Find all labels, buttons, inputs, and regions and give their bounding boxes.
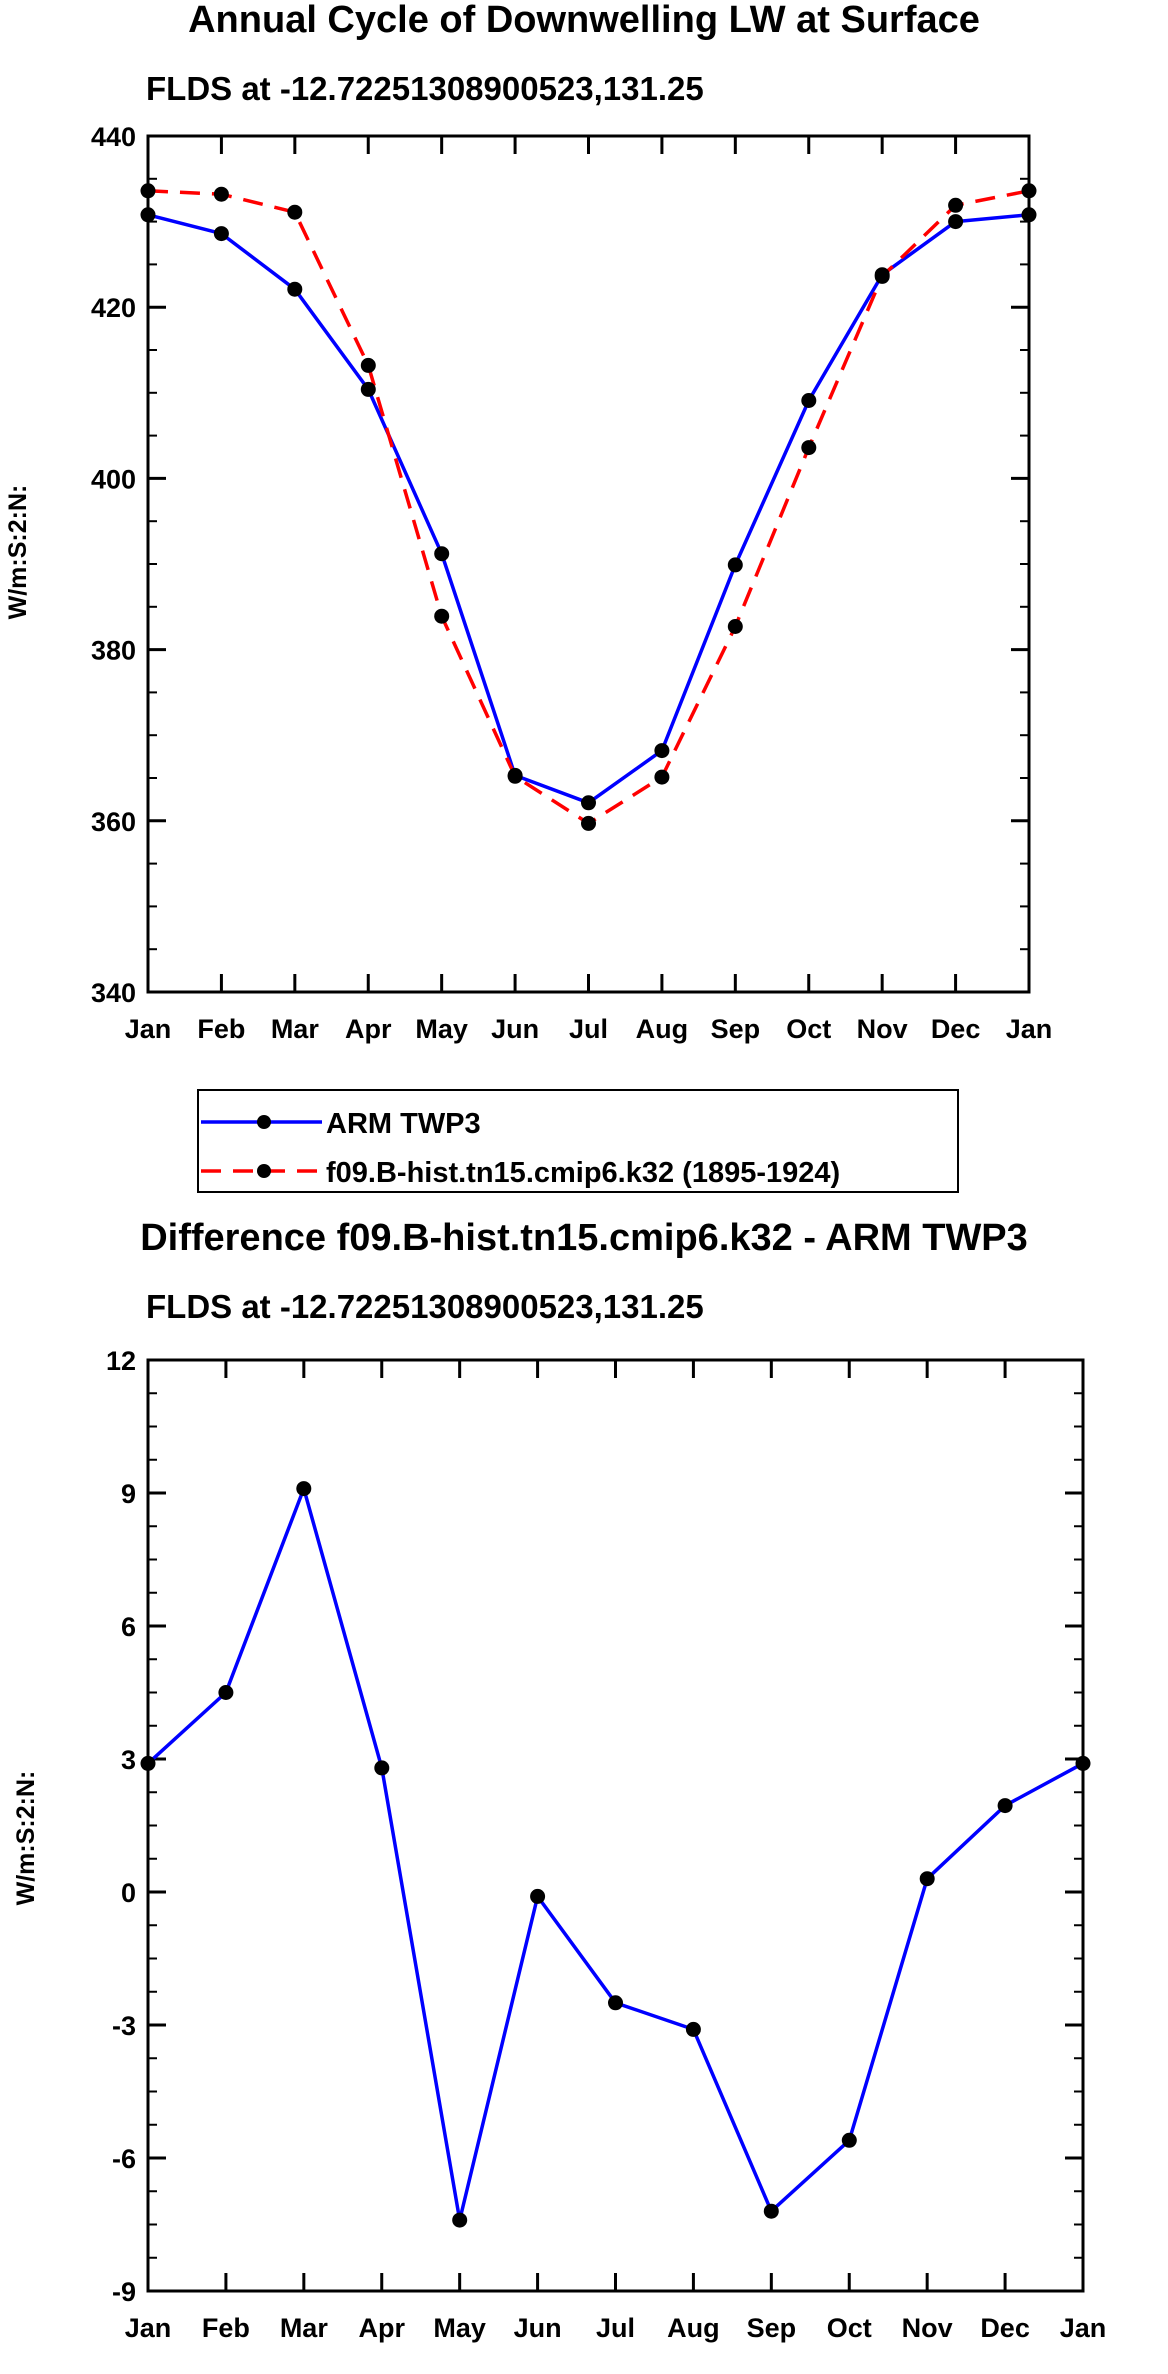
top-chart-y-tick-label: 340 xyxy=(91,978,136,1008)
bottom-chart-x-tick-label: Jan xyxy=(1060,2313,1107,2343)
bottom-chart-x-tick-label: Jun xyxy=(514,2313,562,2343)
top-chart-x-tick-label: Jul xyxy=(569,1014,608,1044)
top-chart-series-1-point xyxy=(213,186,229,202)
bottom-chart-series-0-point xyxy=(997,1798,1013,1814)
bottom-chart-series-0-point xyxy=(452,2212,468,2228)
bottom-chart-y-tick-label: 0 xyxy=(121,1878,136,1908)
top-chart-subtitle: FLDS at -12.72251308900523,131.25 xyxy=(146,70,704,107)
bottom-chart-y-axis-label: W/m:S:2:N: xyxy=(12,1771,40,1906)
bottom-chart-x-tick-label: Jan xyxy=(125,2313,172,2343)
bottom-chart-series-0-point xyxy=(374,1760,390,1776)
bottom-chart-x-tick-label: Feb xyxy=(202,2313,250,2343)
bottom-chart-y-tick-label: -3 xyxy=(112,2011,136,2041)
top-chart-y-tick-label: 420 xyxy=(91,293,136,323)
bottom-chart-y-tick-label: 12 xyxy=(106,1346,136,1376)
top-chart-series-0-point xyxy=(801,393,817,408)
legend-label-arm: ARM TWP3 xyxy=(326,1108,481,1140)
top-chart-series-1-point xyxy=(360,357,376,373)
top-chart-y-tick-label: 440 xyxy=(91,122,136,152)
top-chart-series-0-point xyxy=(727,557,743,573)
top-chart-plot-area: 340 360 380 400 420 440 Jan Feb Mar Apr May Jun Jul A… xyxy=(91,122,1052,1044)
bottom-chart-series-0-point xyxy=(140,1755,156,1771)
bottom-chart-plot-area: -9 -6 -3 0 3 6 9 12 Jan Feb Mar Apr May Jun Jul Aug Sep O… xyxy=(106,1346,1106,2343)
bottom-chart-frame xyxy=(146,1358,1085,2293)
top-chart-x-tick-label: Apr xyxy=(345,1014,392,1044)
top-chart-series-0-point xyxy=(434,546,450,562)
top-chart-series-0-point xyxy=(581,795,596,811)
bottom-chart-series-0-point xyxy=(685,2021,701,2037)
bottom-chart-series-0-point xyxy=(841,2132,857,2148)
top-chart-x-tick-label: Oct xyxy=(786,1014,831,1044)
top-chart-y-tick-label: 400 xyxy=(91,464,136,494)
bottom-chart-x-tick-label: Nov xyxy=(902,2313,953,2343)
bottom-chart-series-0-point xyxy=(763,2203,779,2219)
bottom-chart-x-tick-label: Jul xyxy=(596,2313,635,2343)
top-chart-x-tick-label: Feb xyxy=(197,1014,245,1044)
bottom-chart-series-0-line xyxy=(146,1486,1084,2222)
legend-box xyxy=(197,1089,959,1193)
top-chart-x-tick-label: Jan xyxy=(1006,1014,1053,1044)
top-chart-series-1-point xyxy=(801,440,817,456)
top-chart-series-1-point xyxy=(948,197,964,213)
top-chart-series-1-point xyxy=(140,183,156,199)
bottom-chart-x-tick-label: Dec xyxy=(980,2313,1030,2343)
bottom-chart-title: Difference f09.B-hist.tn15.cmip6.k32 - A… xyxy=(140,1217,1028,1259)
bottom-chart: Difference f09.B-hist.tn15.cmip6.k32 - A… xyxy=(12,1217,1106,2343)
bottom-chart-series-0-point xyxy=(919,1871,935,1887)
top-chart-x-tick-label: Dec xyxy=(931,1014,981,1044)
top-chart: Annual Cycle of Downwelling LW at Surfac… xyxy=(4,0,1052,1044)
bottom-chart-x-tick-label: Aug xyxy=(667,2313,719,2343)
bottom-chart-x-tick-label: Sep xyxy=(747,2313,797,2343)
bottom-chart-series-0-point xyxy=(1075,1755,1091,1771)
top-chart-series-0-point xyxy=(654,743,670,759)
top-chart-series-1-point xyxy=(1021,183,1037,199)
top-chart-x-tick-label: Jun xyxy=(491,1014,539,1044)
bottom-chart-y-tick-label: 6 xyxy=(121,1612,136,1642)
legend-label-model: f09.B-hist.tn15.cmip6.k32 (1895-1924) xyxy=(326,1157,840,1189)
top-chart-x-tick-label: Sep xyxy=(711,1014,761,1044)
top-chart-x-tick-label: Mar xyxy=(271,1014,320,1044)
top-chart-series-1-point xyxy=(287,204,303,220)
bottom-chart-y-tick-label: -9 xyxy=(112,2277,136,2307)
top-chart-series-0-point xyxy=(287,281,303,297)
top-chart-series-0-point xyxy=(1021,207,1037,223)
top-chart-series-0-point xyxy=(360,381,376,397)
top-chart-y-tick-label: 360 xyxy=(91,807,136,837)
bottom-chart-x-tick-label: Oct xyxy=(827,2313,872,2343)
bottom-chart-y-tick-label: -6 xyxy=(112,2144,136,2174)
bottom-chart-y-tick-label: 3 xyxy=(121,1745,136,1775)
top-chart-x-tick-label: May xyxy=(415,1014,468,1044)
bottom-chart-series-0-point xyxy=(296,1481,312,1497)
legend: ARM TWP3 f09.B-hist.tn15.cmip6.k32 (1895… xyxy=(197,1089,959,1193)
bottom-chart-series-0-point xyxy=(218,1685,234,1700)
bottom-chart-x-tick-label: Apr xyxy=(359,2313,406,2343)
top-chart-series-1-point xyxy=(434,608,450,624)
bottom-chart-series-0-point xyxy=(530,1888,546,1904)
top-chart-series-0-point xyxy=(213,226,229,242)
top-chart-series-1-point xyxy=(874,268,890,284)
top-chart-series-1-point xyxy=(581,815,596,831)
top-chart-x-tick-label: Aug xyxy=(636,1014,688,1044)
top-chart-series-0-point xyxy=(140,207,156,223)
top-chart-title: Annual Cycle of Downwelling LW at Surfac… xyxy=(188,0,980,41)
legend-marker-model xyxy=(257,1164,271,1178)
bottom-chart-subtitle: FLDS at -12.72251308900523,131.25 xyxy=(146,1288,704,1325)
legend-marker-arm xyxy=(257,1115,271,1129)
bottom-chart-y-tick-label: 9 xyxy=(121,1479,136,1509)
top-chart-y-axis-label: W/m:S:2:N: xyxy=(4,485,32,620)
bottom-chart-x-tick-label: May xyxy=(433,2313,486,2343)
bottom-chart-series-0-point xyxy=(608,1995,623,2011)
bottom-chart-x-tick-label: Mar xyxy=(280,2313,329,2343)
top-chart-series-1-point xyxy=(727,619,743,634)
top-chart-series-0-point xyxy=(948,214,964,230)
top-chart-series-1-line xyxy=(147,189,1030,826)
top-chart-series-0-line xyxy=(147,213,1030,805)
top-chart-x-tick-label: Jan xyxy=(125,1014,172,1044)
top-chart-series-1-point xyxy=(654,769,670,785)
top-chart-x-tick-label: Nov xyxy=(857,1014,908,1044)
top-chart-series-1-point xyxy=(507,768,523,784)
top-chart-y-tick-label: 380 xyxy=(91,636,136,666)
